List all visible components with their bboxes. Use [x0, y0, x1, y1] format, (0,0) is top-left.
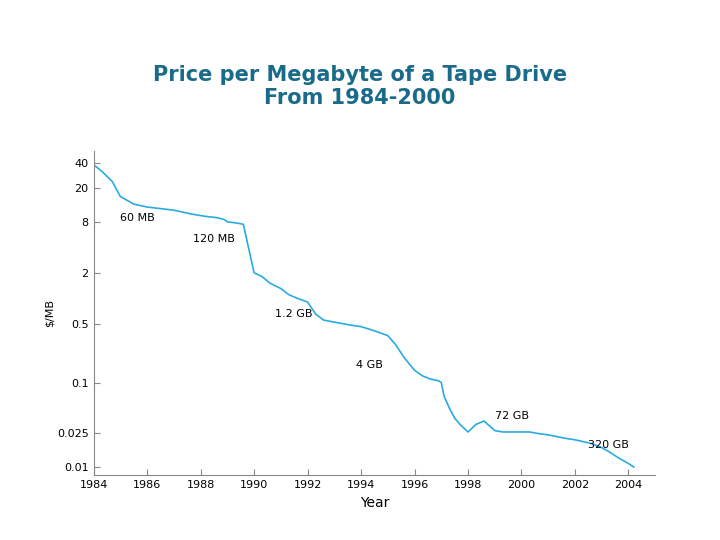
Text: Price per Megabyte of a Tape Drive
From 1984-2000: Price per Megabyte of a Tape Drive From … [153, 65, 567, 108]
Text: 320 GB: 320 GB [588, 441, 629, 450]
Y-axis label: $/MB: $/MB [44, 299, 54, 327]
Text: 4 GB: 4 GB [356, 360, 382, 370]
Text: 1.2 GB: 1.2 GB [276, 309, 313, 319]
Text: 72 GB: 72 GB [495, 411, 528, 421]
Text: 60 MB: 60 MB [120, 213, 155, 222]
X-axis label: Year: Year [360, 496, 389, 510]
Text: 120 MB: 120 MB [192, 234, 235, 244]
